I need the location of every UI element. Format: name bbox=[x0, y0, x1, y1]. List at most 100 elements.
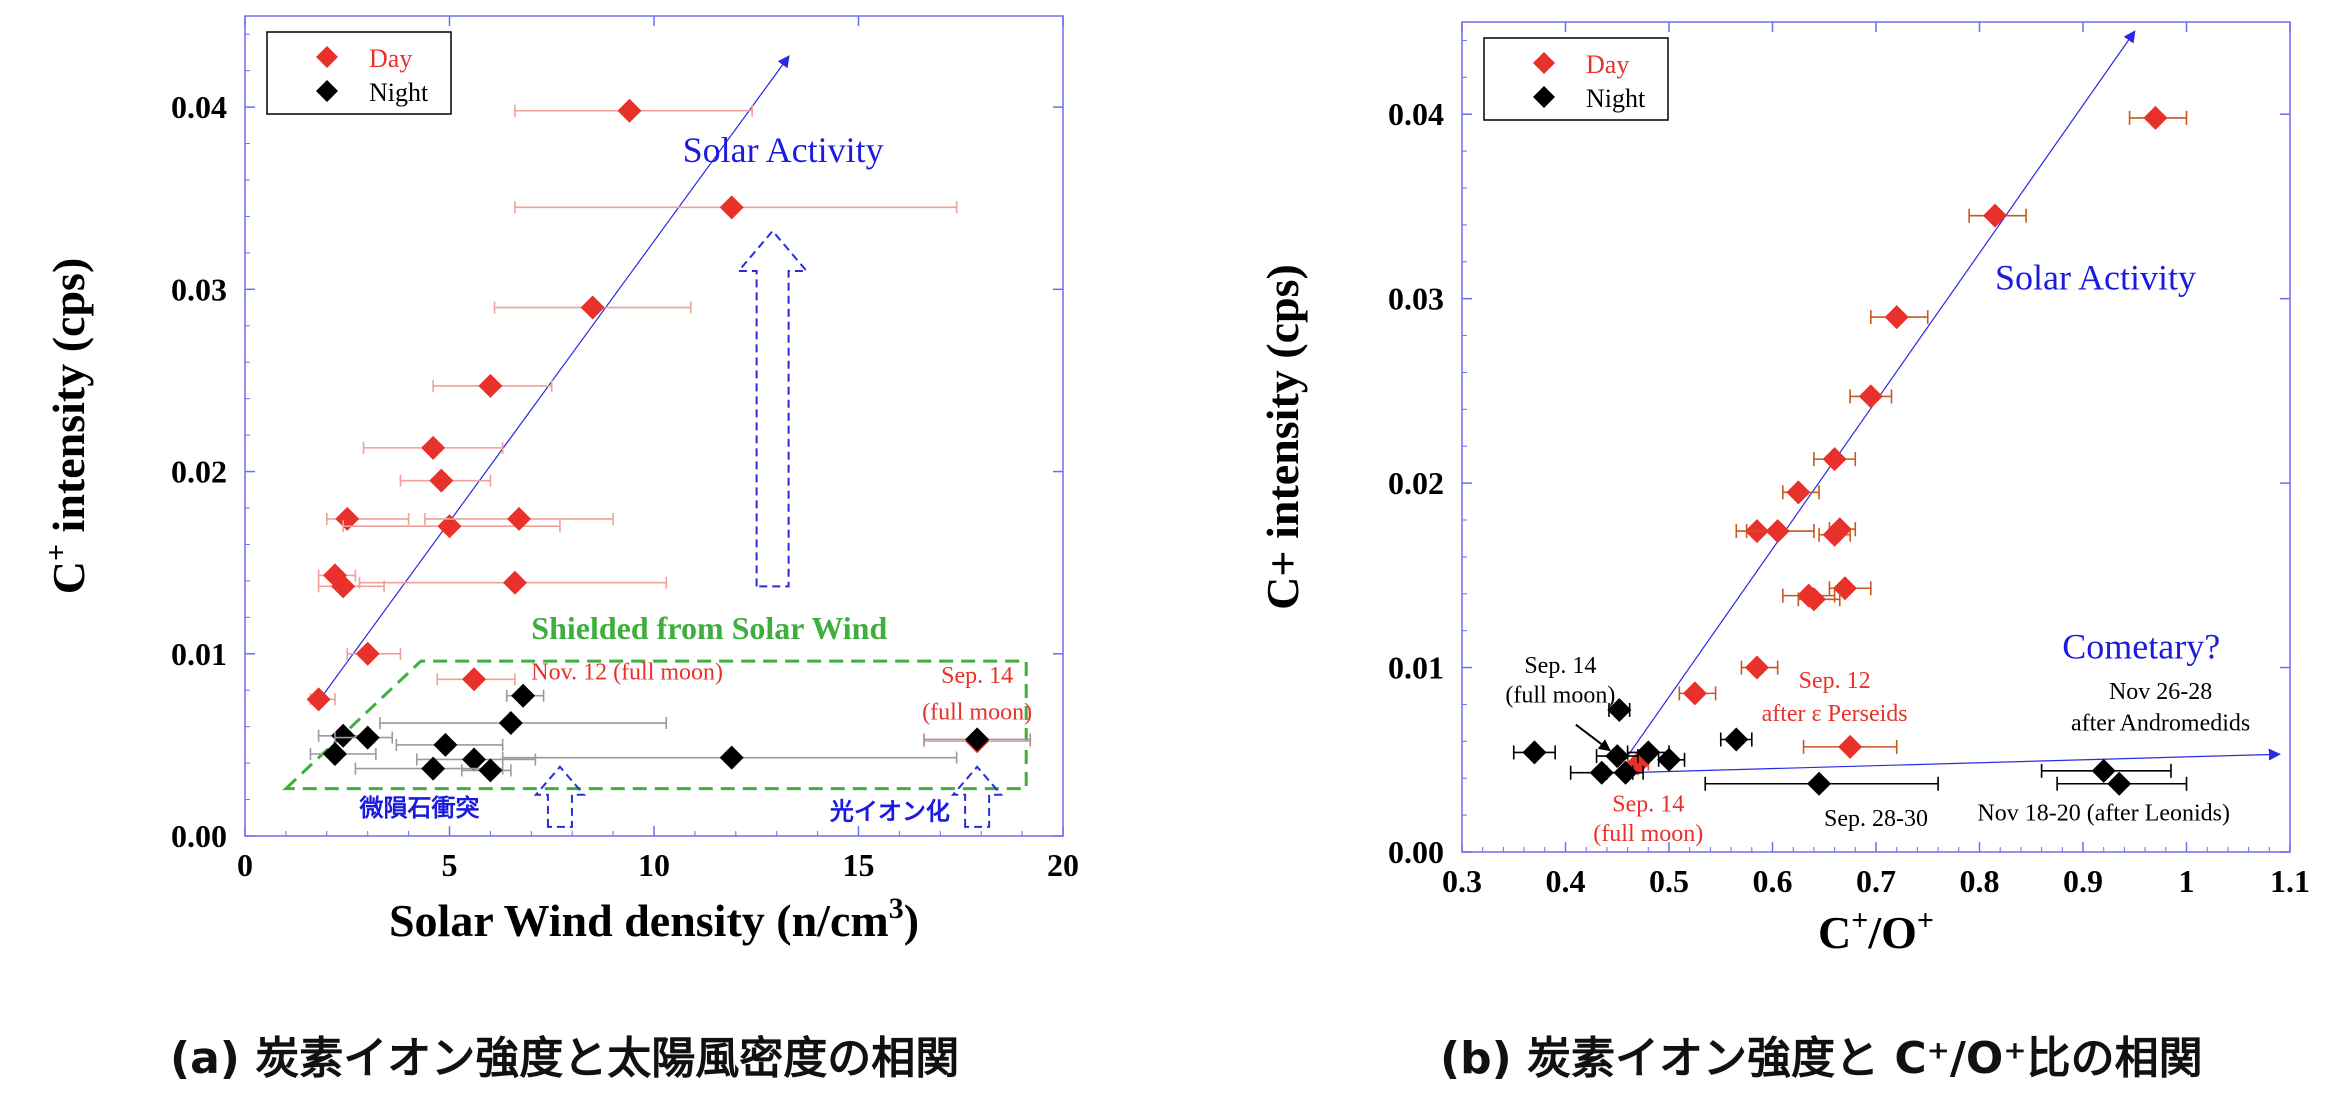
data-point-night bbox=[2091, 758, 2116, 783]
annotation: Sep. 14 bbox=[1524, 653, 1596, 679]
data-point-day bbox=[478, 373, 503, 398]
data-point-night bbox=[1605, 744, 1630, 769]
data-point-day bbox=[1765, 519, 1790, 544]
y-tick-label: 0.01 bbox=[1388, 650, 1444, 686]
x-tick-label: 10 bbox=[638, 847, 670, 883]
cometary-trend-arrow bbox=[1627, 748, 2281, 774]
x-tick-label: 0 bbox=[237, 847, 253, 883]
data-point-night bbox=[1589, 760, 1614, 785]
annotation: Sep. 12 bbox=[1799, 668, 1871, 694]
annotation: Solar Activity bbox=[683, 130, 884, 170]
y-tick-label: 0.00 bbox=[171, 818, 227, 854]
annotation: 微隕石衝突 bbox=[359, 794, 480, 822]
annotation: (full moon) bbox=[922, 699, 1032, 725]
y-tick-label: 0.03 bbox=[171, 271, 227, 307]
hollow-arrow bbox=[950, 765, 1004, 828]
y-axis-label: C+ intensity (cps) bbox=[1257, 264, 1308, 610]
solar-activity-trend-arrow bbox=[318, 55, 790, 702]
data-point-night bbox=[331, 723, 356, 748]
data-point-day bbox=[421, 435, 446, 460]
x-tick-label: 0.9 bbox=[2063, 863, 2103, 899]
caption-a: (a) 炭素イオン強度と太陽風密度の相関 bbox=[170, 1033, 960, 1084]
annotation: Solar Activity bbox=[1995, 257, 2196, 297]
data-point-night bbox=[719, 745, 744, 770]
solar-activity-trend-arrow bbox=[1627, 30, 2136, 757]
annotation: after Andromedids bbox=[2071, 710, 2250, 736]
annotation: Nov 18-20 (after Leonids) bbox=[1977, 801, 2230, 827]
x-tick-label: 0.3 bbox=[1442, 863, 1482, 899]
data-point-day bbox=[1858, 384, 1883, 409]
data-point-day bbox=[355, 641, 380, 666]
x-tick-label: 0.7 bbox=[1856, 863, 1896, 899]
y-tick-label: 0.01 bbox=[171, 636, 227, 672]
pointer-arrow bbox=[1575, 723, 1611, 752]
data-point-day bbox=[2143, 105, 2168, 130]
annotation: Cometary? bbox=[2062, 626, 2220, 666]
x-axis-label: C+/O+ bbox=[1818, 904, 1934, 958]
y-tick-label: 0.03 bbox=[1388, 281, 1444, 317]
data-point-day bbox=[1884, 305, 1909, 330]
annotation: Sep. 14 bbox=[1612, 791, 1684, 817]
data-point-day bbox=[1682, 681, 1707, 706]
legend-label-day: Day bbox=[1586, 50, 1629, 79]
data-point-day bbox=[429, 468, 454, 493]
data-point-night bbox=[511, 683, 536, 708]
data-point-night bbox=[965, 727, 990, 752]
data-point-day bbox=[1801, 587, 1826, 612]
annotation: Sep. 28-30 bbox=[1824, 806, 1928, 832]
annotation: Sep. 14 bbox=[941, 663, 1013, 689]
data-point-day bbox=[437, 514, 462, 539]
figure-canvas: 0 5 10 15 20 0.00 0.01 0.02 0.03 0.04 Solar Wind d… bbox=[40, 15, 2310, 958]
data-point-day bbox=[617, 98, 642, 123]
annotation: (full moon) bbox=[1505, 683, 1615, 709]
data-point-day bbox=[1786, 480, 1811, 505]
annotation: 光イオン化 bbox=[829, 798, 950, 826]
data-point-night bbox=[1807, 771, 1832, 796]
x-tick-label: 20 bbox=[1047, 847, 1079, 883]
data-point-day bbox=[1744, 655, 1769, 680]
caption-b: (b) 炭素イオン強度と C⁺/O⁺比の相関 bbox=[1440, 1033, 2203, 1084]
series-night bbox=[309, 683, 1032, 783]
y-tick-label: 0.02 bbox=[1388, 465, 1444, 501]
data-point-night bbox=[478, 758, 503, 783]
hollow-arrow bbox=[533, 765, 587, 828]
legend-box bbox=[266, 31, 452, 115]
annotation: (full moon) bbox=[1593, 821, 1703, 847]
legend-marker-night bbox=[1533, 86, 1555, 108]
data-point-day bbox=[1822, 447, 1847, 472]
x-tick-label: 0.5 bbox=[1649, 863, 1689, 899]
y-tick-label: 0.00 bbox=[1388, 834, 1444, 870]
data-point-day bbox=[306, 687, 331, 712]
data-point-day bbox=[335, 506, 360, 531]
legend-marker-day bbox=[1533, 52, 1555, 74]
annotation: Shielded from Solar Wind bbox=[531, 610, 887, 646]
legend-marker-night bbox=[316, 80, 338, 102]
data-point-night bbox=[322, 742, 347, 766]
data-point-night bbox=[2107, 771, 2132, 796]
annotation: Nov. 12 (full moon) bbox=[531, 659, 723, 685]
data-point-day bbox=[1838, 734, 1863, 759]
series-night bbox=[1512, 697, 2188, 796]
legend-box bbox=[1483, 37, 1669, 121]
data-point-day bbox=[1983, 203, 2008, 228]
data-point-night bbox=[1607, 697, 1632, 722]
data-point-night bbox=[462, 747, 487, 772]
data-point-night bbox=[498, 711, 523, 736]
shielded-region bbox=[282, 659, 1028, 791]
data-point-day bbox=[1832, 576, 1857, 601]
data-point-day bbox=[580, 295, 605, 320]
legend-label-day: Day bbox=[369, 44, 412, 73]
annotation: after ε Perseids bbox=[1762, 701, 1908, 727]
legend-label-night: Night bbox=[369, 78, 429, 107]
data-point-day bbox=[502, 570, 527, 595]
data-point-night bbox=[433, 732, 458, 757]
data-point-day bbox=[462, 667, 487, 692]
y-tick-label: 0.04 bbox=[171, 89, 227, 125]
x-tick-label: 1 bbox=[2179, 863, 2195, 899]
x-tick-label: 0.6 bbox=[1753, 863, 1793, 899]
hollow-arrow bbox=[736, 229, 809, 588]
data-point-day bbox=[719, 195, 744, 220]
x-axis-label: Solar Wind density (n/cm3) bbox=[389, 892, 919, 946]
x-tick-label: 0.4 bbox=[1546, 863, 1586, 899]
data-point-night bbox=[1636, 740, 1661, 765]
